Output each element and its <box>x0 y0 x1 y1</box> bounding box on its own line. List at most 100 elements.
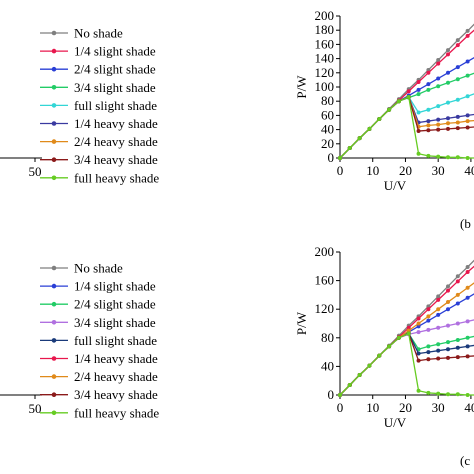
series-marker <box>465 119 470 124</box>
series-line <box>339 332 474 396</box>
x-tick-label: 30 <box>432 400 445 415</box>
legend-marker <box>51 410 57 416</box>
legend-marker <box>51 301 57 307</box>
series-marker <box>455 292 460 297</box>
series-marker <box>465 285 470 290</box>
x-tick-label: 50 <box>29 401 42 416</box>
series-marker <box>465 344 470 349</box>
series-marker <box>426 390 431 395</box>
series-marker <box>426 107 431 112</box>
y-tick-label: 120 <box>315 65 335 80</box>
x-tick-label: 40 <box>464 400 474 415</box>
series-marker <box>446 347 450 352</box>
series-marker <box>455 279 460 284</box>
series-marker <box>416 92 421 97</box>
series-marker <box>446 392 450 397</box>
series-marker <box>436 154 441 159</box>
legend-label: 3/4 slight shade <box>74 315 156 330</box>
series-marker <box>446 300 450 305</box>
series-marker <box>416 151 421 156</box>
series-marker <box>436 127 441 132</box>
legend-label: 1/4 heavy shade <box>74 116 158 131</box>
series-marker <box>396 99 401 104</box>
series-marker <box>446 307 450 312</box>
legend-marker <box>51 265 57 271</box>
series-marker <box>465 354 470 359</box>
series-marker <box>406 325 411 330</box>
series-marker <box>436 122 441 127</box>
series-marker <box>446 288 450 293</box>
series-marker <box>455 321 460 326</box>
series-marker <box>465 265 470 270</box>
series-line <box>339 332 474 396</box>
series-marker <box>455 114 460 119</box>
series-marker <box>446 100 450 105</box>
y-tick-label: 0 <box>328 387 335 402</box>
series-marker <box>465 156 470 160</box>
legend-marker <box>51 157 57 162</box>
series-marker <box>406 331 411 336</box>
series-marker <box>406 89 411 94</box>
series-marker <box>446 340 450 345</box>
series-marker <box>446 323 450 328</box>
series-marker <box>387 344 392 349</box>
series-marker <box>416 330 421 335</box>
x-axis-label: U/V <box>384 415 407 430</box>
series-marker <box>387 107 392 112</box>
x-axis-label: U/V <box>384 178 407 193</box>
y-axis-label: P/W <box>294 311 309 335</box>
legend-marker <box>51 320 57 325</box>
series-marker <box>446 80 450 85</box>
series-marker <box>426 327 431 332</box>
series-line <box>339 57 474 159</box>
series-marker <box>416 321 421 326</box>
y-tick-label: 140 <box>315 51 335 66</box>
series-marker <box>455 274 460 279</box>
series-marker <box>426 344 431 349</box>
series-marker <box>426 350 431 355</box>
series-line <box>339 96 474 159</box>
x-tick-label: 10 <box>366 400 379 415</box>
series-marker <box>338 156 342 160</box>
legend-label: 2/4 slight shade <box>74 62 156 77</box>
series-marker <box>367 126 372 131</box>
x-tick-label: 0 <box>337 163 344 178</box>
y-tick-label: 20 <box>321 136 334 151</box>
series-marker <box>455 38 460 43</box>
y-tick-label: 40 <box>321 358 334 373</box>
y-tick-label: 160 <box>315 273 335 288</box>
series-line <box>339 332 474 396</box>
series-marker <box>465 28 470 33</box>
y-tick-label: 0 <box>328 150 335 165</box>
series-marker <box>465 335 470 340</box>
legend-marker <box>51 338 57 343</box>
legend-label: full slight shade <box>74 98 157 113</box>
series-marker <box>426 307 431 312</box>
series-marker <box>426 357 431 362</box>
panel-label: (b <box>460 216 471 231</box>
series-marker <box>455 337 460 342</box>
series-marker <box>416 129 421 134</box>
series-marker <box>455 43 460 48</box>
series-marker <box>426 70 431 75</box>
series-marker <box>455 126 460 131</box>
x-tick-label: 0 <box>337 400 344 415</box>
series-marker <box>396 335 401 340</box>
series-marker <box>426 318 431 323</box>
x-tick-label: 20 <box>399 400 412 415</box>
series-marker <box>416 324 421 329</box>
y-axis-label: P/W <box>294 75 309 99</box>
series-marker <box>455 301 460 306</box>
series-marker <box>465 393 470 397</box>
y-tick-label: 180 <box>315 22 335 37</box>
series-marker <box>436 312 441 317</box>
legend-label: No shade <box>74 26 123 41</box>
legend-label: 3/4 heavy shade <box>74 152 158 167</box>
series-marker <box>455 97 460 102</box>
legend-label: 1/4 slight shade <box>74 279 156 294</box>
series-marker <box>357 136 362 141</box>
series-marker <box>416 87 421 92</box>
series-marker <box>455 392 460 397</box>
series-marker <box>455 65 460 70</box>
